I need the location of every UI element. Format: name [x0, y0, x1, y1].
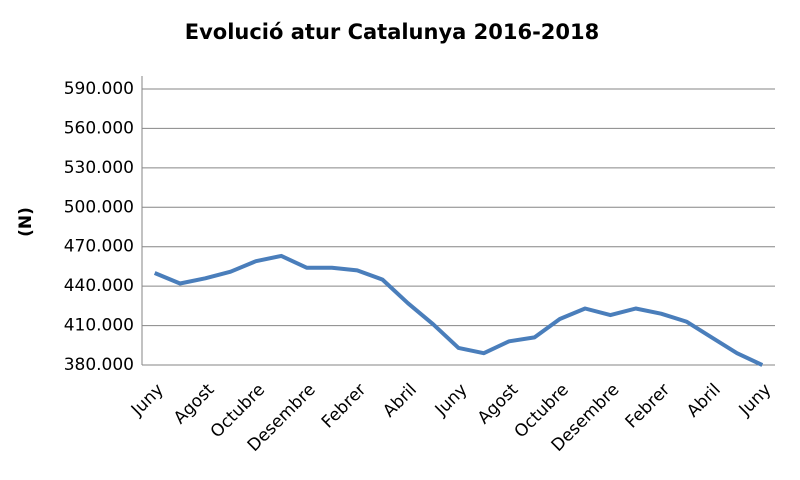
x-tick-label: Febrer: [622, 380, 674, 432]
y-tick-label: 530.000: [64, 158, 134, 178]
y-axis-label: (N): [16, 207, 36, 237]
x-tick-label: Juny: [431, 380, 472, 421]
y-tick-label: 590.000: [64, 79, 134, 99]
y-tick-label: 560.000: [64, 118, 134, 138]
chart-title: Evolució atur Catalunya 2016-2018: [185, 20, 600, 44]
x-tick-label: Juny: [127, 380, 168, 421]
x-tick-label: Agost: [474, 380, 523, 429]
x-tick-label: Abril: [379, 380, 421, 422]
x-tick-label: Abril: [683, 380, 725, 422]
x-tick-label: Febrer: [318, 380, 370, 432]
y-tick-label: 500.000: [64, 197, 134, 217]
data-line: [153, 253, 764, 367]
y-tick-label: 470.000: [64, 237, 134, 257]
x-tick-label: Juny: [735, 380, 776, 421]
y-tick-label: 410.000: [64, 316, 134, 336]
x-tick-label: Agost: [170, 380, 219, 429]
y-tick-label: 440.000: [64, 276, 134, 296]
y-tick-label: 380.000: [64, 355, 134, 375]
